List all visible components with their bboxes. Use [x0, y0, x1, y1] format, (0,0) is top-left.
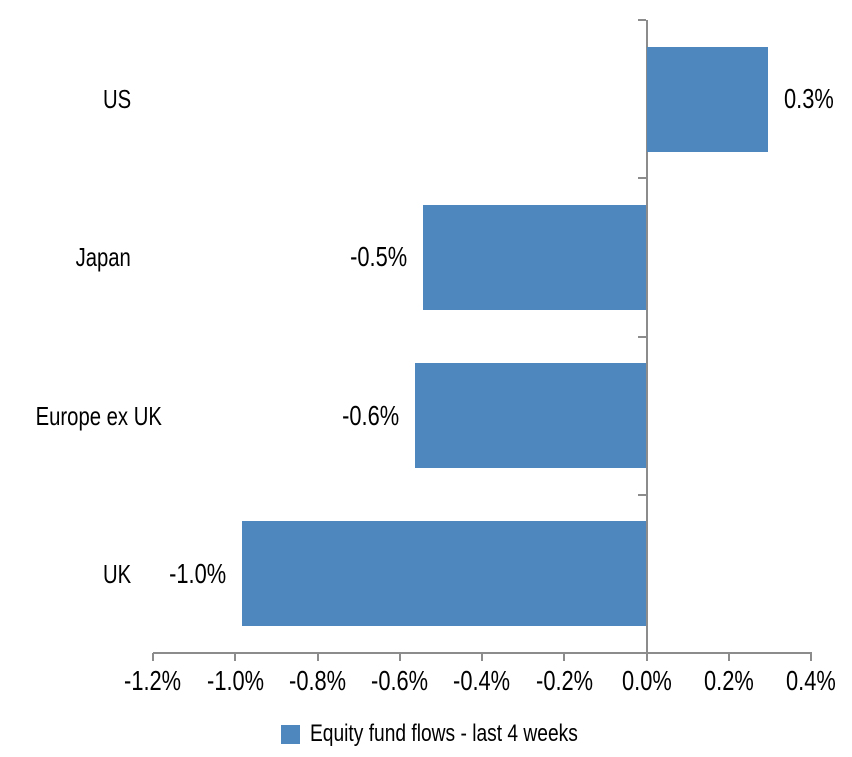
- bar-uk: [241, 521, 647, 627]
- data-label-us: 0.3%: [783, 83, 834, 115]
- x-axis-tick-label: 0.2%: [703, 665, 754, 696]
- legend: Equity fund flows - last 4 weeks: [281, 722, 645, 746]
- x-axis-tick: [563, 653, 566, 661]
- x-axis-tick: [810, 653, 812, 661]
- x-axis-tick-label: -0.6%: [371, 665, 429, 696]
- x-axis-tick-label: -0.2%: [535, 665, 593, 696]
- bar-europe-ex-uk: [414, 363, 647, 469]
- x-axis-tick: [316, 653, 319, 661]
- bar-us: [646, 46, 768, 152]
- category-tick: [637, 19, 646, 21]
- x-axis-tick: [727, 653, 730, 661]
- bar-japan: [423, 204, 647, 310]
- zero-axis-line: [645, 20, 648, 661]
- data-label-europe-ex-uk: -0.6%: [341, 399, 399, 431]
- x-axis-tick: [645, 653, 648, 661]
- legend-swatch-icon: [281, 724, 300, 744]
- x-axis-tick-label: -0.8%: [288, 665, 347, 696]
- x-axis-tick: [152, 653, 154, 661]
- x-axis-tick-label: 0.4%: [786, 665, 836, 696]
- legend-label: Equity fund flows - last 4 weeks: [310, 720, 578, 747]
- x-axis-tick: [481, 653, 483, 661]
- data-label-uk: -1.0%: [168, 557, 226, 589]
- x-axis-tick-label: -1.2%: [124, 665, 182, 696]
- x-axis-tick-label: -1.0%: [206, 665, 264, 696]
- x-axis-tick-label: -0.4%: [453, 665, 511, 696]
- x-axis-tick: [234, 653, 237, 661]
- category-tick: [637, 493, 646, 496]
- category-label-uk: UK: [102, 558, 131, 589]
- x-axis-tick-label: 0.0%: [621, 665, 672, 696]
- category-tick: [637, 335, 646, 338]
- data-label-japan: -0.5%: [350, 241, 408, 273]
- category-label-europe-ex-uk: Europe ex UK: [35, 400, 162, 431]
- category-label-us: US: [102, 84, 131, 115]
- category-label-japan: Japan: [75, 242, 131, 273]
- category-tick: [637, 177, 646, 180]
- x-axis-tick: [398, 653, 401, 661]
